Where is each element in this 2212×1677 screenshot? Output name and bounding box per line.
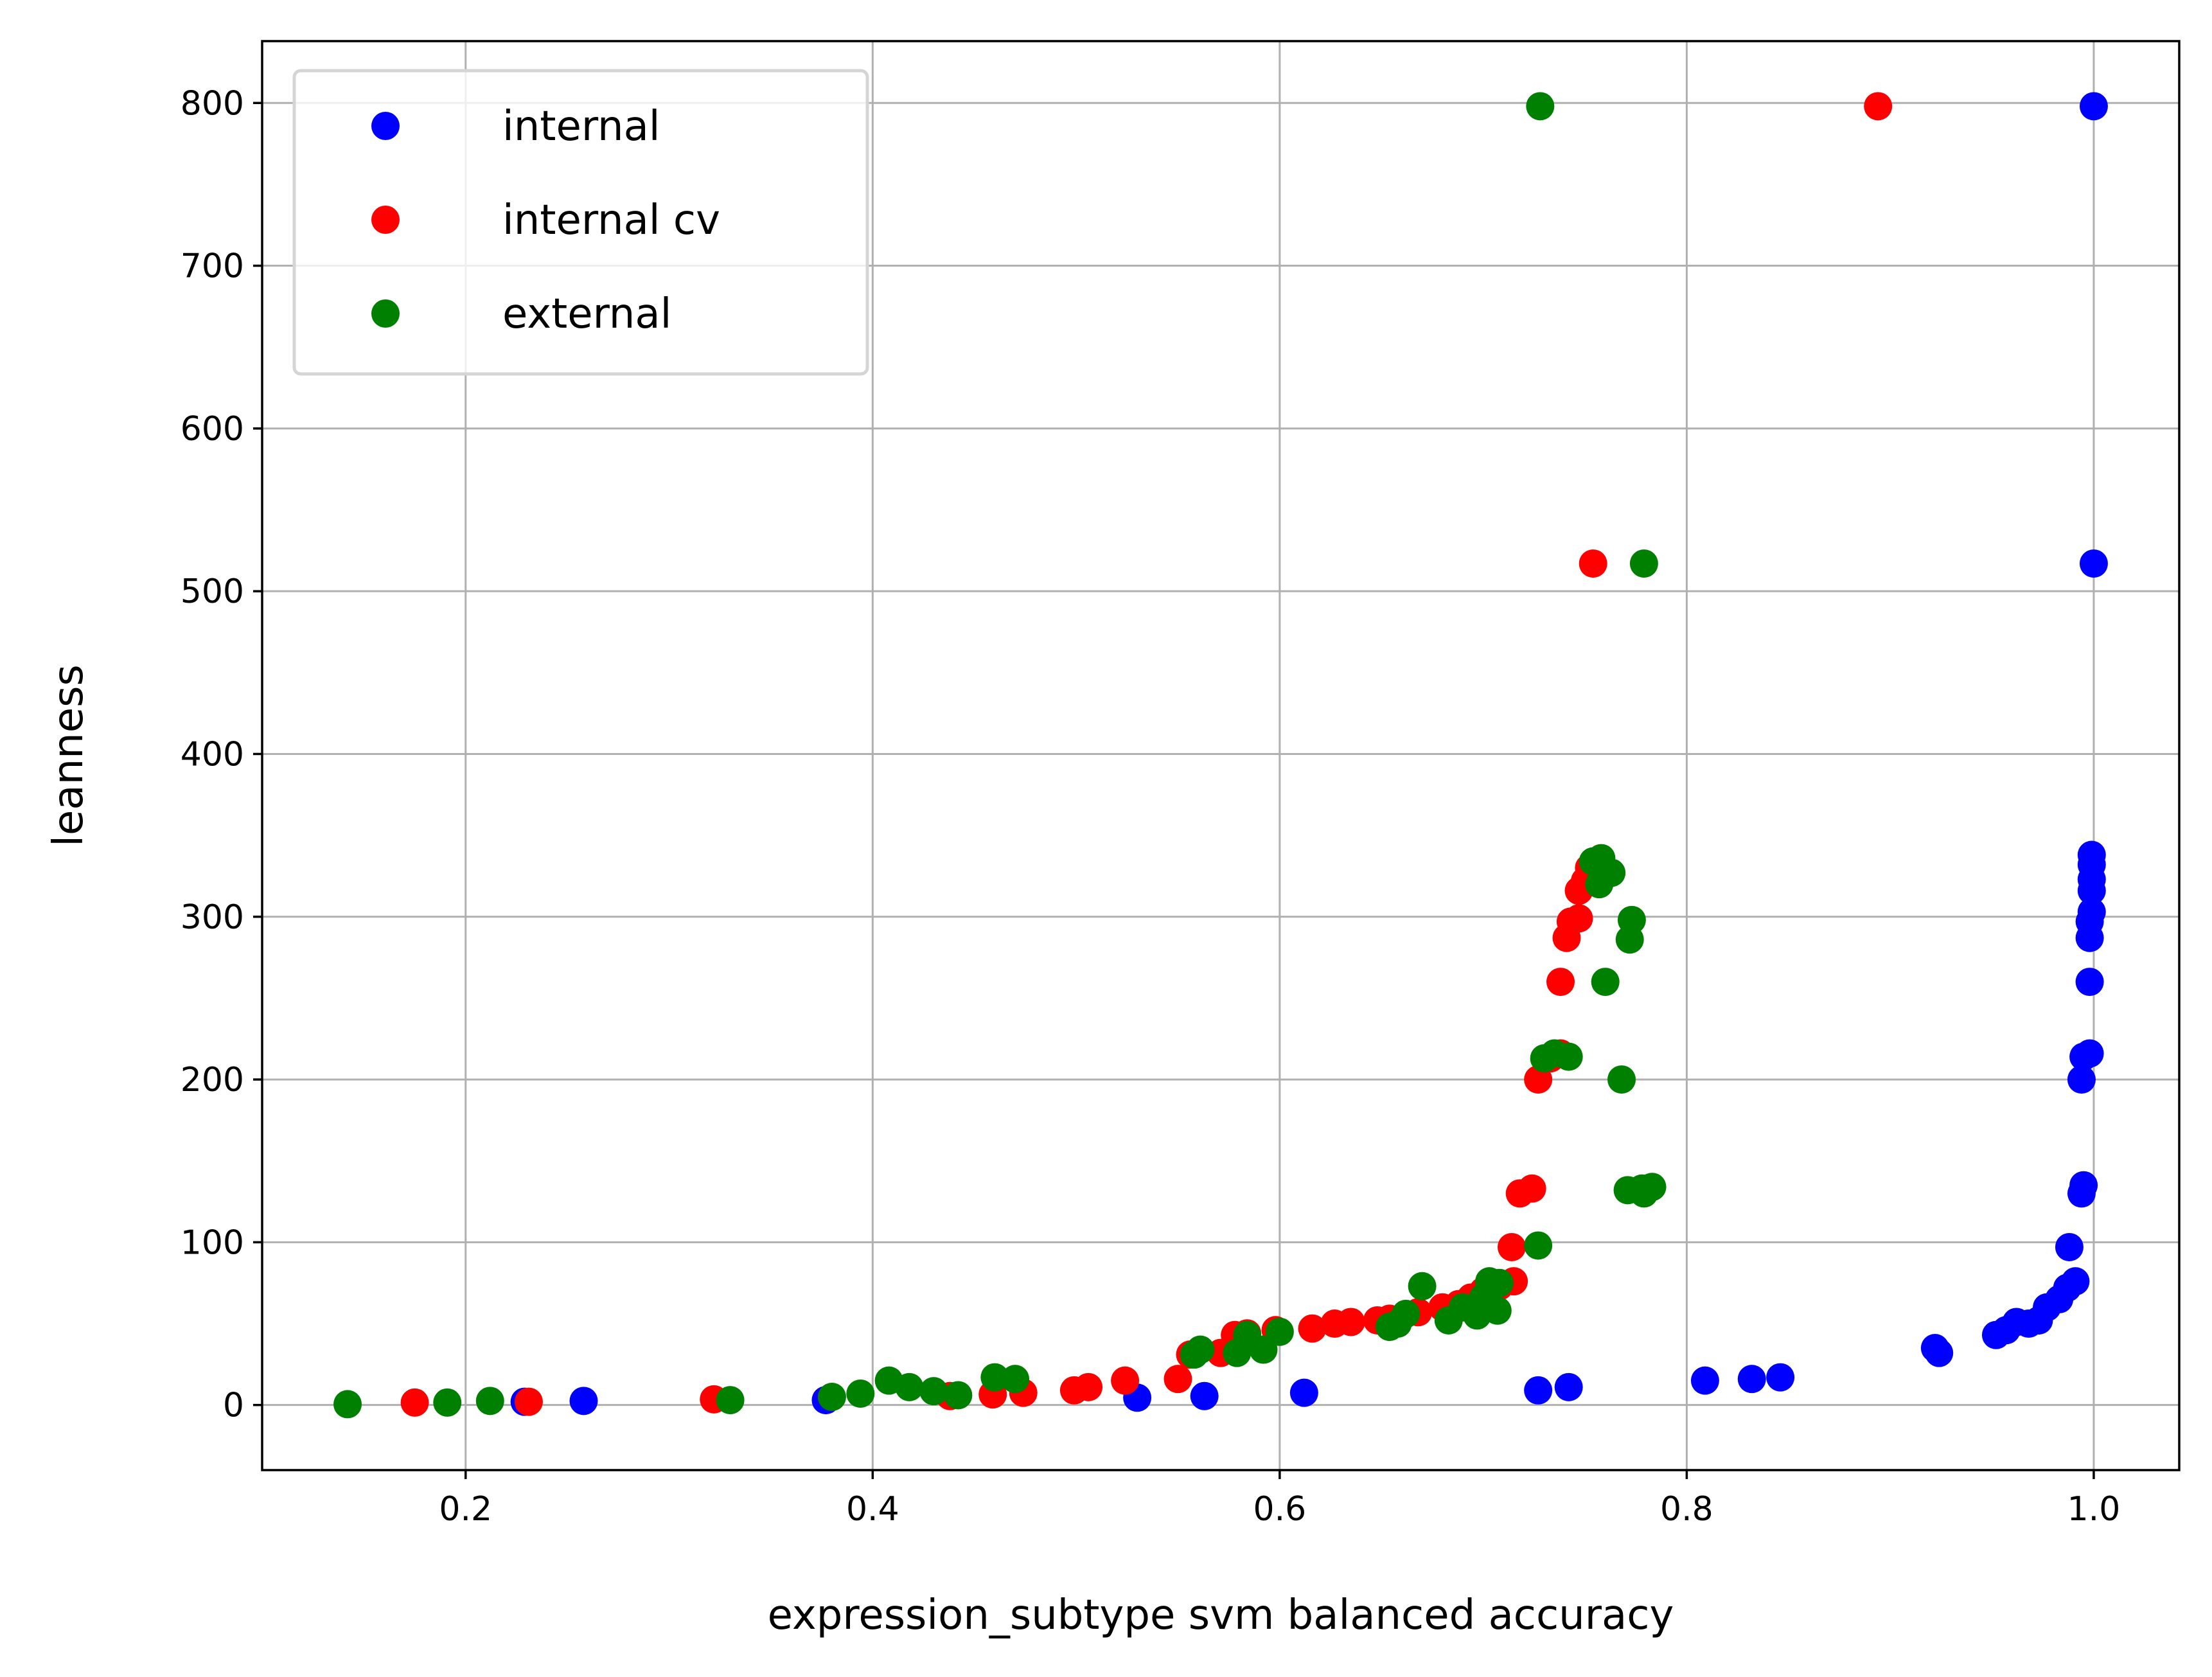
y-tick-label: 100 bbox=[181, 1223, 244, 1262]
legend-item: internal cv bbox=[371, 197, 720, 244]
data-point bbox=[1554, 1372, 1583, 1401]
legend-box bbox=[292, 69, 869, 376]
data-point bbox=[475, 1387, 504, 1415]
data-point bbox=[1289, 1378, 1318, 1407]
data-point bbox=[1517, 1174, 1546, 1203]
data-point bbox=[2069, 1171, 2098, 1200]
data-point bbox=[1249, 1335, 1278, 1364]
data-point bbox=[1164, 1365, 1192, 1394]
y-tick-label: 800 bbox=[181, 84, 244, 123]
data-point bbox=[1864, 92, 1893, 121]
y-tick-label: 300 bbox=[181, 898, 244, 937]
data-points bbox=[333, 92, 2108, 1419]
data-point bbox=[400, 1388, 429, 1417]
y-tick-label: 400 bbox=[181, 735, 244, 774]
data-point bbox=[1766, 1363, 1795, 1392]
data-point bbox=[817, 1383, 846, 1412]
data-point bbox=[1546, 968, 1575, 997]
data-point bbox=[1579, 549, 1607, 578]
series-external bbox=[333, 92, 1667, 1419]
data-point bbox=[716, 1386, 745, 1415]
data-point bbox=[2079, 549, 2108, 578]
data-point bbox=[1074, 1372, 1103, 1401]
data-point bbox=[1298, 1314, 1327, 1343]
data-point bbox=[1186, 1335, 1215, 1364]
data-point bbox=[2055, 1232, 2084, 1261]
legend-item: internal bbox=[371, 103, 660, 150]
data-point bbox=[1564, 904, 1593, 933]
data-point bbox=[1408, 1272, 1437, 1300]
data-point bbox=[1336, 1308, 1365, 1336]
data-point bbox=[569, 1387, 598, 1415]
data-point bbox=[846, 1379, 875, 1408]
y-tick-label: 600 bbox=[181, 410, 244, 448]
legend-marker bbox=[371, 112, 400, 140]
data-point bbox=[1497, 1232, 1526, 1261]
y-tick-label: 200 bbox=[181, 1061, 244, 1099]
y-tick-label: 700 bbox=[181, 247, 244, 286]
legend-item: external bbox=[371, 290, 671, 338]
data-point bbox=[433, 1388, 462, 1417]
data-point bbox=[333, 1390, 362, 1419]
x-tick-label: 0.8 bbox=[1660, 1490, 1713, 1529]
data-point bbox=[1617, 905, 1646, 934]
series-internal bbox=[510, 92, 2108, 1416]
data-point bbox=[1111, 1366, 1140, 1395]
data-point bbox=[1524, 1231, 1553, 1260]
data-point bbox=[1629, 549, 1658, 578]
data-point bbox=[980, 1363, 1009, 1392]
x-axis-label: expression_subtype svm balanced accuracy bbox=[768, 1592, 1674, 1639]
y-axis-label: leanness bbox=[45, 664, 93, 847]
data-point bbox=[2061, 1267, 2090, 1296]
legend-label: internal cv bbox=[502, 197, 720, 244]
axes-frame bbox=[261, 40, 2181, 1471]
data-point bbox=[1190, 1381, 1219, 1410]
data-point bbox=[944, 1381, 973, 1410]
legend-marker bbox=[371, 206, 400, 234]
y-tick-label: 0 bbox=[223, 1387, 244, 1425]
data-point bbox=[1554, 1042, 1583, 1071]
data-point bbox=[1524, 1376, 1553, 1405]
data-point bbox=[919, 1377, 948, 1406]
data-point bbox=[514, 1387, 543, 1416]
data-point bbox=[1737, 1365, 1766, 1394]
data-point bbox=[1526, 92, 1555, 121]
data-point bbox=[1638, 1173, 1667, 1202]
data-point bbox=[2079, 92, 2108, 121]
x-tick-label: 1.0 bbox=[2067, 1490, 2121, 1529]
legend-label: internal bbox=[502, 103, 660, 150]
data-point bbox=[1591, 968, 1620, 997]
data-point bbox=[2075, 1039, 2104, 1068]
x-tick-label: 0.6 bbox=[1253, 1490, 1307, 1529]
data-point bbox=[2067, 1065, 2096, 1094]
data-point bbox=[2075, 968, 2104, 997]
legend-label: external bbox=[502, 290, 671, 338]
x-tick-label: 0.4 bbox=[846, 1490, 899, 1529]
data-point bbox=[1597, 858, 1626, 887]
legend-marker bbox=[371, 299, 400, 328]
data-point bbox=[1001, 1365, 1030, 1394]
data-point bbox=[2077, 898, 2106, 927]
legend: internal internal cv external bbox=[292, 69, 869, 376]
data-point bbox=[1607, 1065, 1636, 1094]
axis-ticks: 0.2 0.4 0.6 0.8 1.0 0 100 200 300 400 500 600 700 800 bbox=[181, 84, 2121, 1529]
data-point bbox=[1925, 1338, 1954, 1367]
data-point bbox=[1690, 1366, 1719, 1395]
data-point bbox=[2077, 840, 2106, 869]
data-point bbox=[1265, 1317, 1294, 1346]
x-tick-label: 0.2 bbox=[439, 1490, 492, 1529]
data-point bbox=[1485, 1268, 1514, 1297]
y-tick-label: 500 bbox=[181, 572, 244, 611]
data-point bbox=[1392, 1299, 1420, 1328]
data-point bbox=[1483, 1296, 1512, 1325]
data-point bbox=[895, 1372, 924, 1401]
